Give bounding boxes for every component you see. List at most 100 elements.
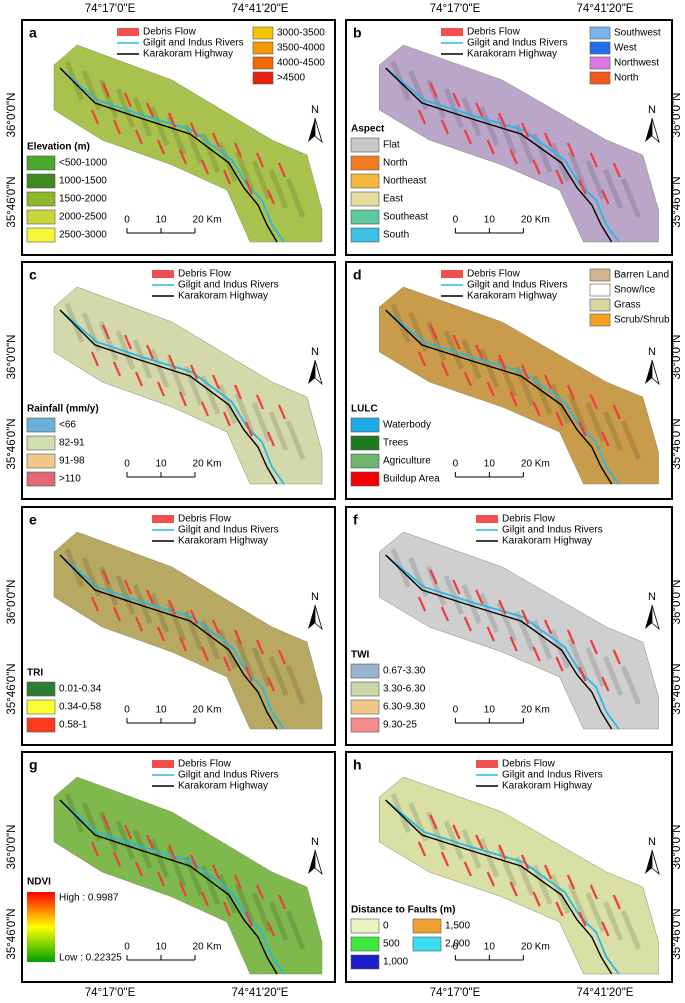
river (387, 69, 620, 243)
legend-title: NDVI (27, 877, 51, 888)
debris-flow (134, 616, 144, 632)
terrain-shade (408, 312, 429, 352)
debris-flow (277, 649, 287, 665)
debris-flow (601, 189, 610, 205)
scale-label: 20 Km (521, 215, 550, 226)
debris-flow (244, 179, 254, 195)
panel-letter: f (353, 512, 358, 528)
debris-flow (578, 179, 587, 195)
terrain-shade (183, 856, 204, 896)
debris-flow (178, 391, 188, 407)
longitude-label: 74°41'20"E (577, 3, 634, 15)
debris-flow (589, 639, 599, 655)
debris-flow (134, 861, 144, 877)
debris-flow (255, 639, 265, 655)
debris-flow (429, 569, 438, 585)
panel-letter: e (29, 512, 37, 528)
terrain-shade (443, 88, 464, 128)
debris-flow (486, 626, 495, 642)
debris-flow (486, 139, 495, 155)
highway (59, 67, 278, 243)
legend-title: Rainfall (mm/y) (27, 404, 99, 415)
terrain-shade (514, 366, 535, 406)
debris-flow (167, 599, 177, 615)
terrain-shade (620, 178, 641, 218)
legend-label: Gilgit and Indus Rivers (178, 280, 279, 291)
debris-flow (167, 844, 177, 860)
terrain-shade (149, 593, 170, 633)
legend-title: TRI (27, 668, 43, 679)
legend-label: Gilgit and Indus Rivers (467, 280, 568, 291)
legend-label: 82-91 (59, 438, 85, 449)
debris-flow (589, 394, 599, 410)
longitude-label: 74°17'0"E (85, 987, 136, 999)
latitude-label: 36°0'0"N (671, 825, 683, 870)
legend-swatch (350, 453, 380, 469)
legend-swatch (412, 918, 442, 934)
debris-flow (463, 861, 472, 877)
river (61, 556, 285, 730)
debris-flow (233, 629, 243, 645)
legend-label: Debris Flow (502, 514, 556, 525)
legend-swatch (26, 209, 56, 225)
terrain-shade (183, 366, 204, 406)
debris-flow (145, 834, 155, 850)
legend-label: 3.30-6.30 (383, 684, 426, 695)
debris-flow (255, 394, 265, 410)
debris-flow (156, 381, 166, 397)
legend-label: 2500-3000 (59, 230, 107, 241)
scale-label: 0 (453, 459, 459, 470)
debris-flow (612, 649, 621, 665)
terrain-shade (268, 901, 289, 941)
legend-label: Debris Flow (502, 759, 556, 770)
debris-flow (601, 921, 610, 937)
debris-flow (555, 169, 564, 185)
legend-label: 3000-3500 (277, 28, 325, 39)
terrain-shade (408, 802, 429, 842)
debris-flow (486, 381, 495, 397)
scale-label: 20 Km (193, 215, 222, 226)
debris-flow (417, 109, 427, 125)
legend-swatch (26, 471, 56, 487)
legend-title: Distance to Faults (m) (351, 905, 455, 916)
legend-swatch (26, 435, 56, 451)
terrain-shade (149, 838, 170, 878)
debris-flow (211, 374, 221, 390)
legend-label: 0.58-1 (59, 720, 88, 731)
legend-label: 1,000 (383, 957, 408, 968)
legend-label: Scrub/Shrub (614, 315, 670, 326)
scale-label: 0 (453, 705, 459, 716)
debris-flow (521, 122, 530, 138)
debris-flow (178, 881, 188, 897)
terrain-shade (81, 802, 102, 842)
debris-flow (566, 629, 576, 645)
debris-flow (463, 371, 472, 387)
debris-flow (452, 824, 461, 840)
legend-label: Gilgit and Indus Rivers (467, 38, 568, 49)
debris-flow (189, 364, 199, 380)
legend-label: Karakoram Highway (502, 536, 592, 547)
scale-label: 20 Km (521, 459, 550, 470)
debris-flow (90, 109, 100, 125)
debris-flow (578, 666, 587, 682)
latitude-label: 36°0'0"N (671, 335, 683, 380)
legend-label: South (383, 230, 409, 241)
legend-label: Barren Land (614, 270, 669, 281)
terrain-shade (479, 593, 500, 633)
terrain-shade (479, 106, 500, 146)
panel-letter: a (29, 25, 37, 41)
legend-label: 0.01-0.34 (59, 684, 102, 695)
debris-flow (123, 334, 133, 350)
legend-swatch (441, 28, 463, 36)
legend-swatch (252, 56, 274, 70)
debris-flow (244, 421, 254, 437)
north-label: N (648, 104, 656, 116)
latitude-label: 36°0'0"N (6, 335, 18, 380)
latitude-label: 36°0'0"N (6, 93, 18, 138)
terrain-shade (461, 584, 482, 624)
legend-label: Gilgit and Indus Rivers (178, 770, 279, 781)
legend-label: 9.30-25 (383, 720, 417, 731)
legend-swatch (350, 435, 380, 451)
